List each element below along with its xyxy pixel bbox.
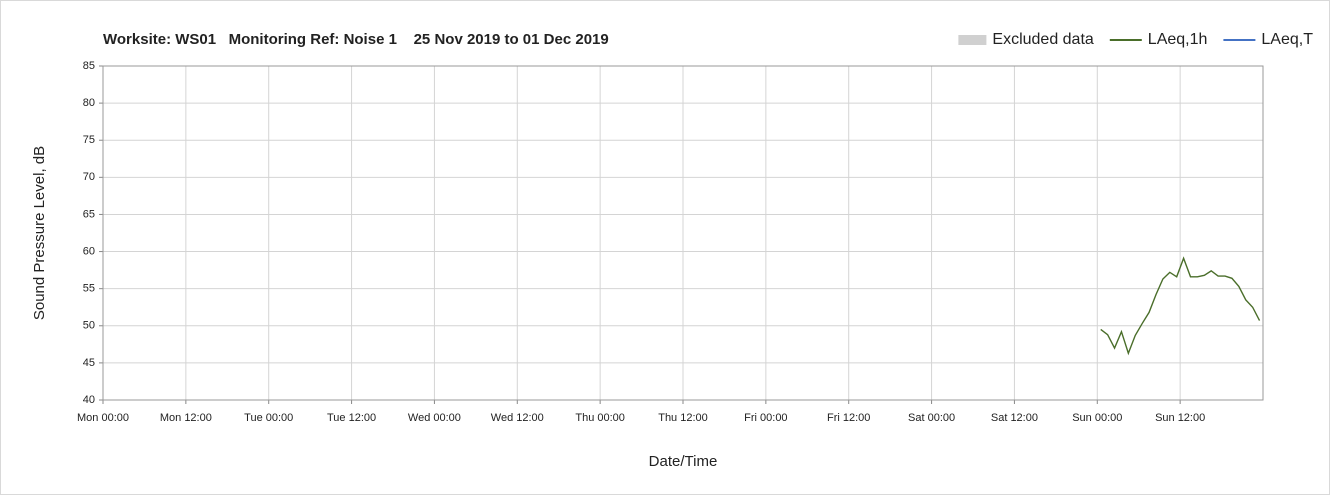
plot-area — [102, 65, 1264, 401]
x-tick-label: Mon 00:00 — [77, 412, 129, 424]
y-tick-label: 55 — [83, 283, 95, 295]
x-tick-label: Fri 00:00 — [744, 412, 787, 424]
x-tick-label: Wed 12:00 — [491, 412, 544, 424]
y-tick-label: 70 — [83, 171, 95, 183]
x-tick-label: Sat 12:00 — [991, 412, 1038, 424]
x-tick-label: Thu 12:00 — [658, 412, 708, 424]
legend-label: LAeq,1h — [1148, 31, 1208, 48]
y-axis-label: Sound Pressure Level, dB — [31, 146, 48, 320]
x-tick-label: Fri 12:00 — [827, 412, 870, 424]
y-tick-label: 85 — [83, 60, 95, 72]
y-tick-label: 40 — [83, 394, 95, 406]
legend-label: Excluded data — [992, 31, 1094, 48]
x-tick-label: Sat 00:00 — [908, 412, 955, 424]
x-tick-label: Tue 12:00 — [327, 412, 376, 424]
legend-swatch — [958, 35, 987, 45]
legend-label: LAeq,T — [1261, 31, 1313, 48]
x-tick-label: Thu 00:00 — [575, 412, 625, 424]
y-tick-label: 50 — [83, 320, 95, 332]
y-tick-label: 60 — [83, 245, 95, 257]
x-tick-label: Mon 12:00 — [160, 412, 212, 424]
x-axis-label: Date/Time — [649, 453, 718, 470]
y-tick-label: 65 — [83, 208, 95, 220]
x-tick-label: Wed 00:00 — [408, 412, 461, 424]
x-tick-label: Sun 12:00 — [1155, 412, 1205, 424]
x-tick-label: Sun 00:00 — [1072, 412, 1122, 424]
y-tick-label: 75 — [83, 134, 95, 146]
chart-title: Worksite: WS01 Monitoring Ref: Noise 1 2… — [103, 31, 609, 48]
y-tick-label: 80 — [83, 97, 95, 109]
line-series — [1100, 256, 1261, 356]
x-tick-label: Tue 00:00 — [244, 412, 293, 424]
y-tick-label: 45 — [83, 357, 95, 369]
